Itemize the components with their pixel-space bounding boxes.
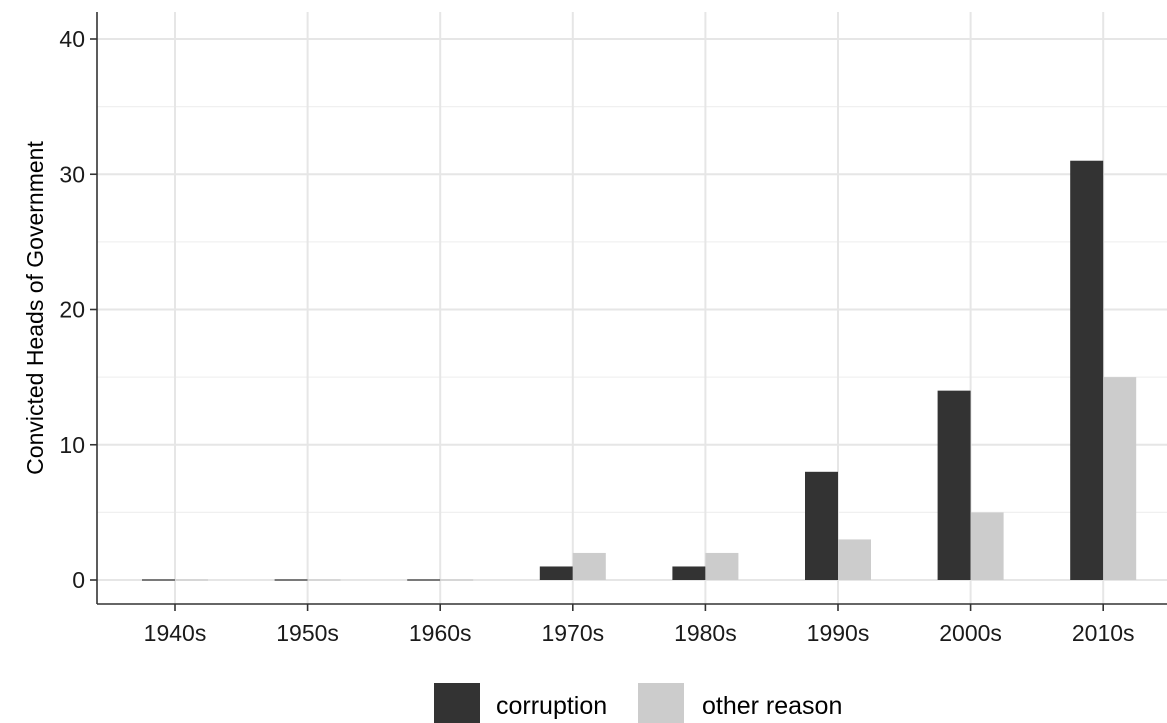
x-tick-label: 1970s — [541, 620, 604, 646]
bar-other-reason-2010s — [1103, 377, 1137, 580]
bar-other-reason-1940s — [175, 579, 208, 581]
bar-corruption-1940s — [142, 579, 175, 581]
bar-corruption-1970s — [539, 566, 573, 580]
bar-other-reason-1950s — [307, 579, 341, 581]
bars — [142, 160, 1137, 581]
y-tick-label: 30 — [59, 161, 85, 187]
x-axis-ticks: 1940s 1950s 1960s 1970s 1980s 1990s 2000s 2010s — [144, 604, 1135, 646]
legend-swatch-other-reason — [638, 683, 684, 723]
bar-corruption-1960s — [407, 579, 441, 581]
bar-corruption-2010s — [1070, 160, 1104, 580]
grid — [97, 12, 1167, 604]
bar-other-reason-1980s — [705, 552, 739, 580]
y-axis-title: Convicted Heads of Government — [22, 141, 48, 475]
y-tick-label: 10 — [59, 432, 85, 458]
bar-other-reason-1990s — [838, 539, 871, 580]
bar-other-reason-1960s — [440, 579, 474, 581]
x-tick-label: 1990s — [807, 620, 870, 646]
bar-corruption-1980s — [672, 566, 706, 580]
bar-corruption-2000s — [937, 390, 971, 580]
bar-other-reason-1970s — [572, 552, 606, 580]
x-tick-label: 1980s — [674, 620, 737, 646]
x-tick-label: 2010s — [1072, 620, 1135, 646]
y-tick-label: 20 — [59, 297, 85, 323]
x-tick-label: 1950s — [276, 620, 339, 646]
axes — [96, 12, 1167, 605]
legend-swatch-corruption — [434, 683, 480, 723]
x-tick-label: 1940s — [144, 620, 207, 646]
y-tick-label: 0 — [72, 567, 85, 593]
x-tick-label: 2000s — [939, 620, 1002, 646]
bar-corruption-1990s — [805, 471, 838, 580]
y-axis-ticks: 0 10 20 30 40 — [59, 26, 97, 593]
y-tick-label: 40 — [59, 26, 85, 52]
x-tick-label: 1960s — [409, 620, 472, 646]
bar-corruption-1950s — [274, 579, 308, 581]
legend: corruption other reason — [434, 683, 842, 723]
legend-label-corruption: corruption — [496, 692, 607, 720]
legend-label-other-reason: other reason — [702, 692, 842, 720]
bar-other-reason-2000s — [970, 512, 1004, 580]
